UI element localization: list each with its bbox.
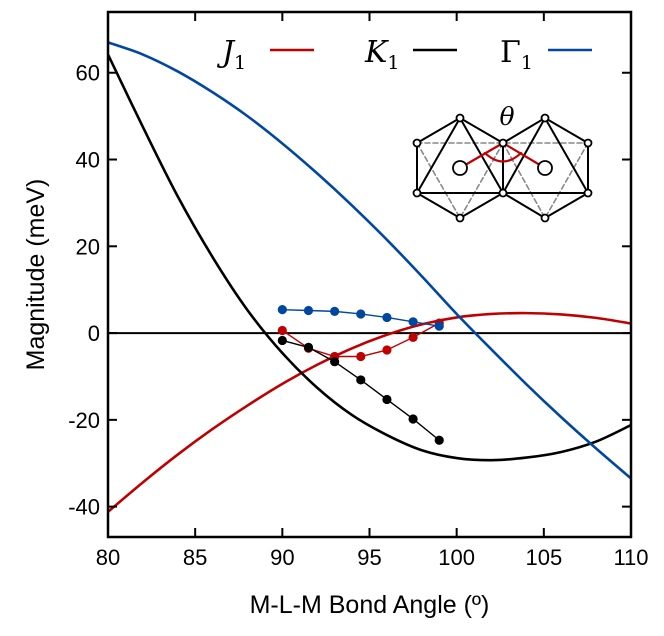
y-axis-title: Magnitude (meV) xyxy=(22,179,50,371)
series-k1-point xyxy=(382,394,392,405)
legend-item-subscript: 1 xyxy=(521,52,533,74)
x-tick-label: 80 xyxy=(96,545,120,570)
plot-frame xyxy=(106,10,633,539)
series-gamma1-point xyxy=(330,306,340,316)
legend-item-subscript: 1 xyxy=(234,52,246,74)
y-tick-label: -40 xyxy=(68,495,100,520)
series-k1-point xyxy=(408,414,418,424)
legend-item-label: K1 xyxy=(364,35,400,74)
legend: J1 K1 Γ1 xyxy=(216,35,592,74)
legend-item-gamma1: Γ1 xyxy=(500,35,592,74)
series-gamma1-point xyxy=(408,317,418,327)
series-j1-point xyxy=(356,351,366,362)
series-j1-point xyxy=(408,332,418,343)
legend-item-symbol: Γ xyxy=(500,35,521,70)
series-gamma1-point xyxy=(277,305,287,315)
x-tick-label: 100 xyxy=(438,545,475,570)
octahedra-inset-diagram: θ xyxy=(412,102,593,223)
y-tick-label: 20 xyxy=(76,234,100,259)
series-k1-point xyxy=(303,342,314,352)
y-tick-label: -20 xyxy=(68,408,100,433)
x-tick-label: 95 xyxy=(357,545,381,570)
series-gamma1-curve xyxy=(108,41,631,480)
series-k1-point xyxy=(277,335,287,346)
legend-item-k1: K1 xyxy=(364,35,457,74)
x-tick-label: 85 xyxy=(183,545,207,570)
x-tick-label: 90 xyxy=(270,545,294,570)
inset-atoms xyxy=(412,113,593,223)
series-j1-point xyxy=(277,325,287,336)
series-k1-point xyxy=(356,375,366,385)
series-gamma1-point xyxy=(434,321,444,331)
axis-ticks xyxy=(107,12,632,537)
series-j1-curve xyxy=(108,311,631,513)
legend-item-label: Γ1 xyxy=(500,35,533,74)
y-tick-label: 40 xyxy=(76,148,100,173)
x-tick-label: 105 xyxy=(525,545,562,570)
series-k1-point xyxy=(434,435,444,445)
y-tick-label: 60 xyxy=(76,61,100,86)
legend-item-subscript: 1 xyxy=(387,52,399,74)
inset-bond-path xyxy=(458,141,547,170)
inset-theta-label: θ xyxy=(499,102,514,131)
series-gamma1-point xyxy=(303,305,314,316)
series-k1-point xyxy=(330,357,340,367)
y-tick-label: 0 xyxy=(88,321,100,346)
x-tick-label: 110 xyxy=(613,545,648,570)
series-k1-curve xyxy=(108,53,631,462)
series-gamma1-point xyxy=(382,312,392,323)
plot-area xyxy=(108,41,631,513)
axis-tick-labels: 80 85 90 95 100 105 110 -40 -20 0 20 40 60 xyxy=(68,61,648,570)
series-j1-point xyxy=(382,345,392,355)
series-gamma1-point xyxy=(356,309,366,319)
legend-item-symbol: K xyxy=(364,35,389,70)
x-axis-title: M-L-M Bond Angle (º) xyxy=(250,591,490,619)
